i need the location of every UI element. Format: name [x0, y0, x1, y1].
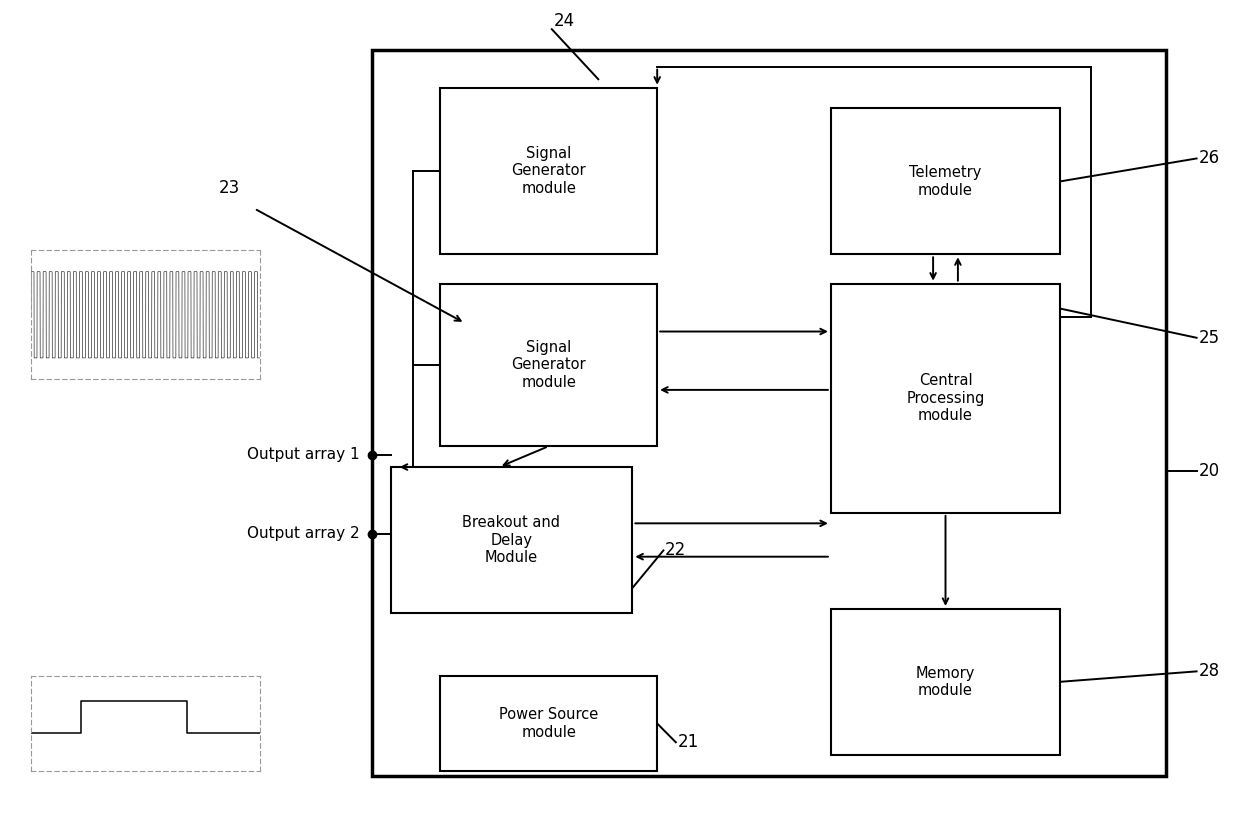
- Text: Signal
Generator
module: Signal Generator module: [511, 340, 587, 389]
- Text: Telemetry
module: Telemetry module: [909, 165, 982, 198]
- Text: Memory
module: Memory module: [916, 666, 975, 698]
- Text: Central
Processing
module: Central Processing module: [906, 374, 985, 423]
- Text: Breakout and
Delay
Module: Breakout and Delay Module: [463, 515, 560, 565]
- Text: 21: 21: [677, 733, 699, 751]
- Text: 28: 28: [1198, 662, 1220, 681]
- Text: 23: 23: [218, 178, 241, 197]
- Bar: [391, 467, 632, 613]
- Bar: [372, 50, 1166, 776]
- Text: 20: 20: [1198, 462, 1220, 480]
- Bar: [440, 88, 657, 254]
- Text: 22: 22: [665, 541, 687, 560]
- Bar: [440, 676, 657, 771]
- Bar: [831, 284, 1060, 513]
- Text: 25: 25: [1198, 329, 1220, 347]
- Bar: [440, 284, 657, 446]
- Bar: [831, 609, 1060, 755]
- Text: 26: 26: [1198, 149, 1220, 168]
- Text: Signal
Generator
module: Signal Generator module: [511, 146, 587, 196]
- Text: Output array 1: Output array 1: [247, 447, 360, 462]
- Text: 24: 24: [553, 12, 575, 30]
- Text: Output array 2: Output array 2: [247, 526, 360, 541]
- Text: Power Source
module: Power Source module: [498, 707, 599, 740]
- Bar: [831, 108, 1060, 254]
